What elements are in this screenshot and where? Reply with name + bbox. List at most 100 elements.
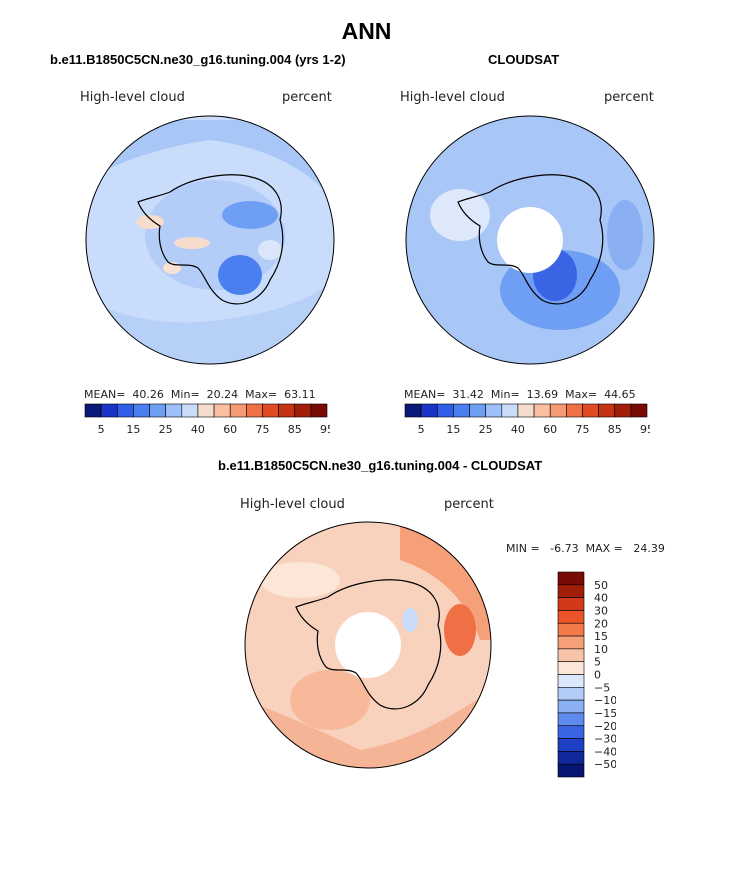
colorbar-swatch: [84, 403, 102, 418]
colorbar-tick-label: −50: [594, 758, 616, 771]
colorbar-swatch: [582, 403, 599, 418]
panel-2-heading: CLOUDSAT: [488, 52, 560, 67]
panel-1-stats: MEAN= 40.26 Min= 20.24 Max= 63.11: [84, 388, 316, 401]
colorbar-tick-label: 85: [608, 423, 622, 436]
coastline-model: [137, 174, 284, 305]
colorbar-tick-label: 20: [594, 617, 608, 630]
colorbar-swatch: [420, 403, 438, 418]
map-model: [86, 116, 334, 364]
colorbar-swatch: [557, 661, 585, 675]
colorbar-swatch: [310, 403, 328, 418]
colorbar-swatch: [485, 403, 503, 418]
panel-2-stats: MEAN= 31.42 Min= 13.69 Max= 44.65: [404, 388, 636, 401]
panel-3-units: percent: [444, 497, 494, 512]
colorbar-swatch: [229, 403, 247, 418]
mean-value: 31.42: [452, 388, 484, 401]
colorbar-swatch: [469, 403, 486, 418]
colorbar-tick-label: 40: [594, 592, 608, 605]
colorbar-swatch: [557, 699, 585, 714]
min-label: Min=: [490, 388, 520, 401]
colorbar-swatch: [557, 622, 585, 637]
colorbar-tick-label: 30: [594, 604, 608, 617]
colorbar-model: 5 15 25 40 60 75 85 95: [84, 403, 330, 436]
colorbar-swatch: [557, 687, 585, 701]
colorbar-tick-label: 95: [640, 423, 650, 436]
colorbar-tick-label: 5: [418, 423, 425, 436]
colorbar-swatch: [246, 403, 263, 418]
min-value: 13.69: [526, 388, 559, 401]
colorbar-swatch: [557, 571, 585, 586]
colorbar-tick-label: 10: [594, 643, 608, 656]
panel-1-variable: High-level cloud: [80, 90, 185, 105]
colorbar-tick-label: −5: [594, 681, 610, 694]
colorbar-tick-label: 15: [446, 423, 460, 436]
colorbar-tick-label: 0: [594, 669, 601, 682]
colorbar-tick-label: 15: [594, 630, 608, 643]
colorbar-tick-label: 95: [320, 423, 330, 436]
mean-label: MEAN=: [404, 388, 446, 401]
colorbar-tick-label: 75: [255, 423, 269, 436]
colorbar-swatch: [436, 403, 454, 418]
colorbar-swatch: [557, 635, 585, 650]
colorbar-swatch: [278, 403, 296, 418]
colorbar-tick-label: 60: [543, 423, 557, 436]
max-label: Max=: [245, 388, 278, 401]
page-title: ANN: [341, 18, 392, 44]
colorbar-swatch: [598, 403, 616, 418]
min-label: Min=: [170, 388, 200, 401]
colorbar-tick-label: 40: [511, 423, 525, 436]
colorbar-obs: 5 15 25 40 60 75 85 95: [404, 403, 650, 436]
colorbar-tick-label: 85: [288, 423, 302, 436]
colorbar-swatch: [557, 738, 585, 752]
panel-1-units: percent: [282, 90, 332, 105]
max-value: 44.65: [604, 388, 636, 401]
colorbar-tick-label: 5: [594, 656, 601, 669]
map-diff: [245, 522, 491, 768]
colorbar-tick-label: −15: [594, 707, 616, 720]
colorbar-swatch: [197, 403, 215, 418]
panel-1-heading: b.e11.B1850C5CN.ne30_g16.tuning.004 (yrs…: [50, 52, 346, 67]
colorbar-swatch: [501, 403, 519, 418]
colorbar-swatch: [630, 403, 648, 418]
colorbar-swatch: [557, 648, 585, 662]
colorbar-swatch: [262, 403, 279, 418]
colorbar-swatch: [116, 403, 134, 418]
colorbar-tick-label: 60: [223, 423, 237, 436]
colorbar-tick-label: −30: [594, 733, 616, 746]
colorbar-swatch: [213, 403, 231, 418]
max-value: 63.11: [284, 388, 316, 401]
colorbar-swatch: [404, 403, 422, 418]
colorbar-swatch: [100, 403, 118, 418]
colorbar-tick-label: 15: [126, 423, 140, 436]
map-obs-border: [405, 115, 655, 365]
colorbar-swatch: [181, 403, 199, 418]
colorbar-tick-label: 40: [191, 423, 205, 436]
map-obs: [406, 116, 654, 364]
colorbar-swatch: [557, 751, 585, 765]
colorbar-tick-label: −40: [594, 745, 616, 758]
colorbar-swatch: [614, 403, 632, 418]
colorbar-swatch: [549, 403, 567, 418]
colorbar-swatch: [149, 403, 166, 418]
colorbar-swatch: [557, 712, 585, 727]
map-diff-border: [244, 521, 492, 769]
colorbar-swatch: [557, 610, 585, 624]
colorbar-swatch: [133, 403, 150, 418]
colorbar-tick-label: 50: [594, 579, 608, 592]
panel-3-stats: MIN = -6.73 MAX = 24.39: [506, 542, 665, 555]
colorbar-tick-label: −10: [594, 694, 616, 707]
colorbar-swatch: [165, 403, 183, 418]
colorbar-tick-label: 5: [98, 423, 105, 436]
colorbar-swatch: [517, 403, 535, 418]
colorbar-tick-label: −20: [594, 720, 616, 733]
colorbar-swatch: [453, 403, 470, 418]
mean-label: MEAN=: [84, 388, 126, 401]
colorbar-swatch: [533, 403, 551, 418]
colorbar-swatch: [566, 403, 583, 418]
colorbar-swatch: [557, 597, 585, 611]
panel-2-units: percent: [604, 90, 654, 105]
max-label: Max=: [565, 388, 598, 401]
colorbar-swatch: [557, 674, 585, 688]
